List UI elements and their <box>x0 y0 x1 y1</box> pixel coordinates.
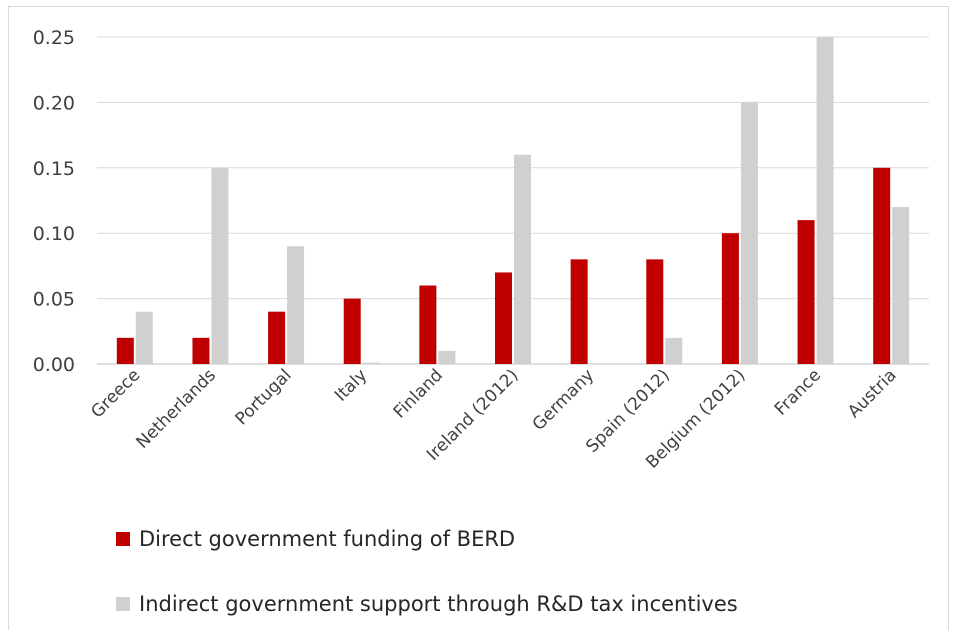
legend-label-direct-funding: Direct government funding of BERD <box>139 527 516 551</box>
bar-chart: 0.00 0.05 0.10 0.15 0.20 0.25 GreeceNetherlan… <box>33 27 929 473</box>
bar-direct-funding <box>192 337 210 364</box>
legend-item-indirect-support: Indirect government support through R&D … <box>116 592 738 616</box>
bar-indirect-support <box>287 246 305 364</box>
bar-direct-funding <box>419 285 437 364</box>
bar-indirect-support <box>514 154 531 364</box>
y-tick-label: 0.25 <box>33 27 75 49</box>
bar-indirect-support <box>438 350 456 364</box>
legend-label-indirect-support: Indirect government support through R&D … <box>139 592 738 616</box>
bar-indirect-support <box>211 167 229 364</box>
bars <box>116 37 910 365</box>
y-tick-label: 0.20 <box>33 92 75 114</box>
bar-indirect-support <box>665 337 683 364</box>
bar-direct-funding <box>797 220 815 364</box>
bar-direct-funding <box>873 167 891 364</box>
bar-direct-funding <box>721 233 739 364</box>
x-tick-label: Finland <box>390 365 447 422</box>
bar-indirect-support <box>816 37 834 364</box>
legend-item-direct-funding: Direct government funding of BERD <box>116 527 515 551</box>
bar-direct-funding <box>343 298 361 364</box>
legend-swatch-direct-funding <box>116 532 130 546</box>
x-tick-label: Netherlands <box>133 365 221 453</box>
bar-indirect-support <box>740 102 758 365</box>
gridlines <box>97 36 929 365</box>
x-tick-label: Greece <box>87 365 144 422</box>
bar-indirect-support <box>892 207 910 364</box>
x-tick-label: Portugal <box>232 365 296 429</box>
x-tick-label: France <box>771 365 825 419</box>
x-tick-label: Italy <box>331 365 371 405</box>
legend-swatch-indirect-support <box>116 597 130 611</box>
y-tick-label: 0.10 <box>33 223 75 245</box>
chart-frame <box>8 6 949 630</box>
bar-direct-funding <box>570 259 588 364</box>
x-tick-label: Germany <box>529 365 598 434</box>
y-tick-label: 0.15 <box>33 158 75 180</box>
y-axis: 0.00 0.05 0.10 0.15 0.20 0.25 <box>33 27 75 376</box>
x-tick-label: Austria <box>844 365 901 422</box>
bar-direct-funding <box>646 259 664 364</box>
bar-direct-funding <box>268 311 286 364</box>
bar-indirect-support <box>135 311 153 364</box>
bar-direct-funding <box>116 337 134 364</box>
y-tick-label: 0.00 <box>33 354 75 376</box>
bar-indirect-support <box>362 362 380 364</box>
y-tick-label: 0.05 <box>33 289 75 311</box>
bar-direct-funding <box>495 272 512 364</box>
